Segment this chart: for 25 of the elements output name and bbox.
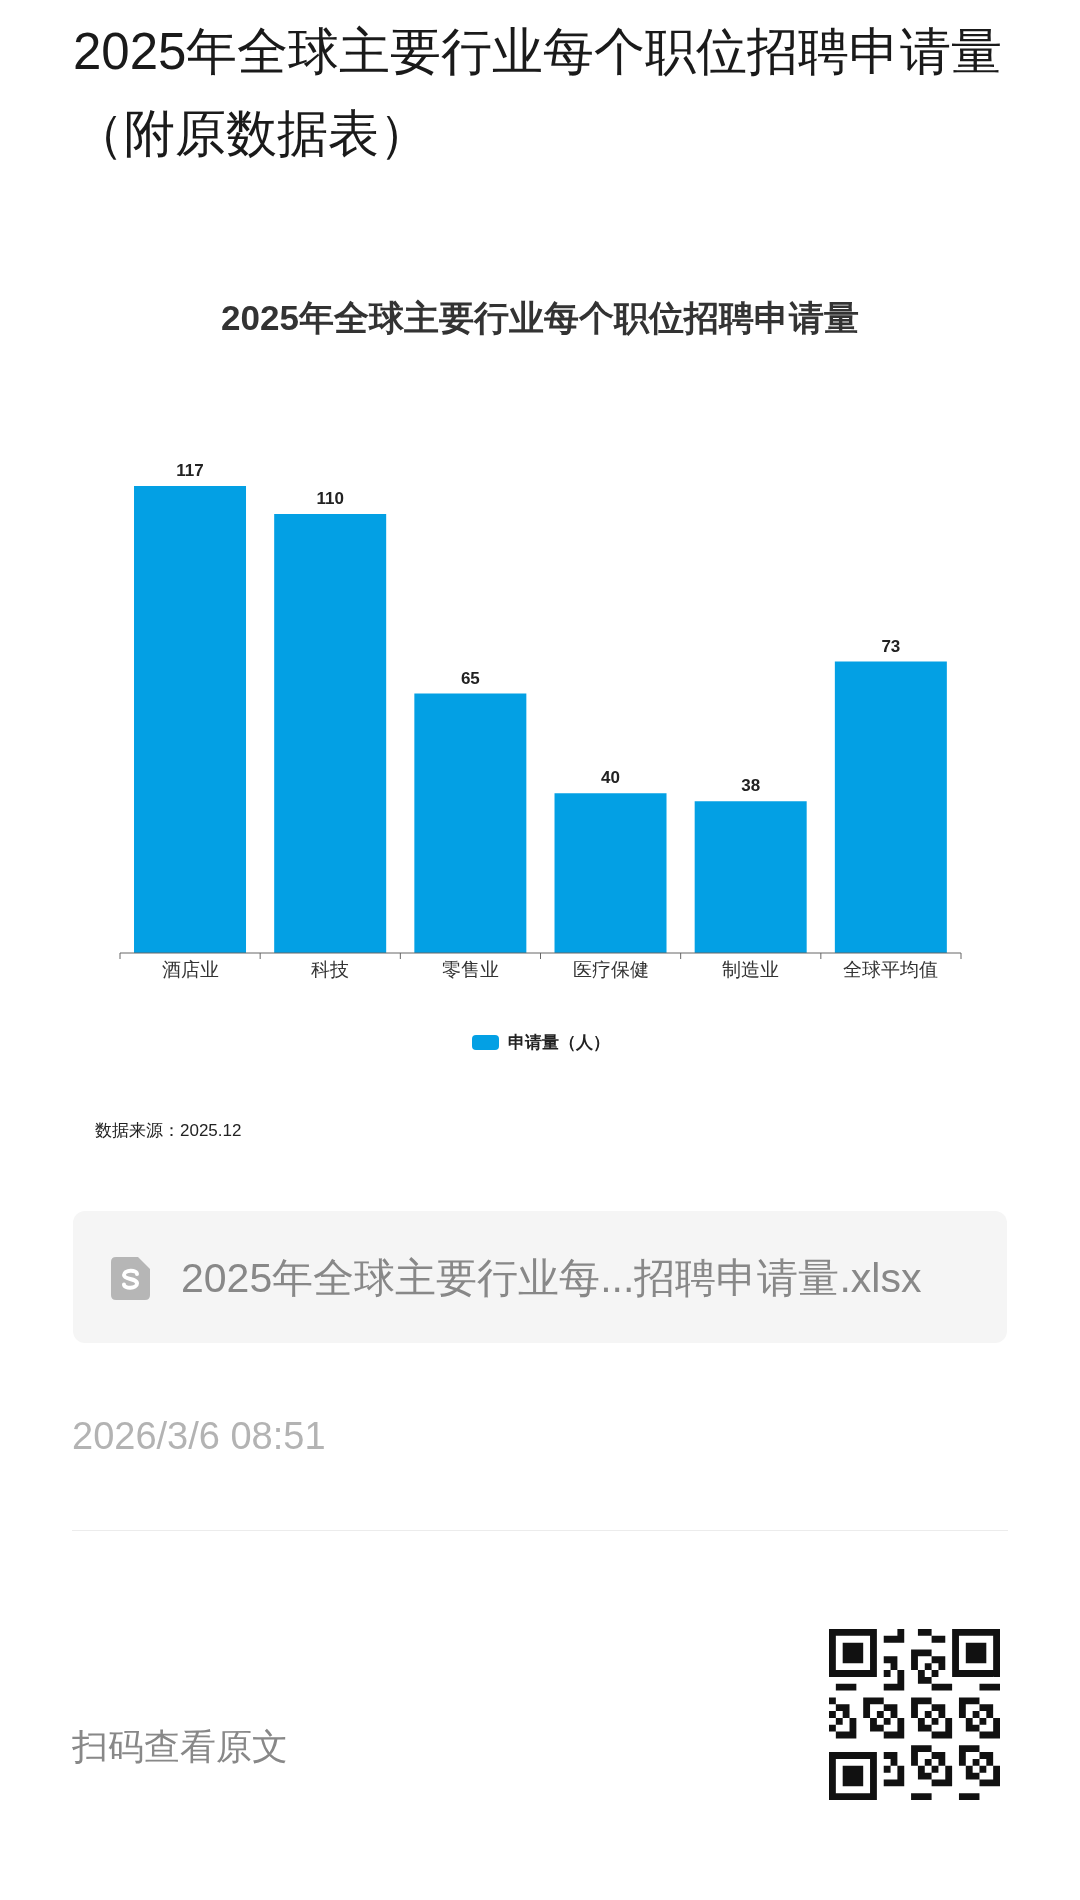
data-label: 40 — [601, 768, 620, 788]
x-tick-label: 全球平均值 — [843, 959, 939, 980]
data-label: 65 — [460, 668, 480, 688]
data-label: 38 — [741, 776, 761, 796]
data-label: 73 — [881, 636, 901, 656]
bar — [414, 693, 527, 953]
source-note: 数据来源：2025.12 — [95, 1120, 242, 1142]
x-tick-label: 零售业 — [441, 959, 499, 980]
chart-subtitle: 2025年全球主要行业每个职位招聘申请量 — [220, 297, 860, 339]
bar — [274, 513, 387, 953]
bar — [834, 661, 947, 953]
file-card: 2025年全球主要行业每...招聘申请量.xlsx — [73, 1211, 1007, 1343]
bar — [554, 793, 667, 953]
x-tick-label: 科技 — [311, 959, 350, 980]
bar — [134, 486, 247, 953]
bar — [694, 801, 807, 953]
legend-label: 申请量（人） — [507, 1031, 610, 1054]
x-tick-label: 酒店业 — [161, 959, 219, 980]
x-tick-label: 制造业 — [722, 959, 780, 980]
x-tick-label: 医疗保健 — [572, 959, 649, 980]
chart-title: 2025年全球主要行业每个职位招聘申请量（附原数据表） — [73, 22, 1004, 164]
text: 2026/3/6 08:51 — [72, 1414, 326, 1459]
text: 扫码查看原文 — [72, 1725, 288, 1769]
data-label: 110 — [316, 488, 344, 508]
data-label: 117 — [176, 461, 204, 480]
